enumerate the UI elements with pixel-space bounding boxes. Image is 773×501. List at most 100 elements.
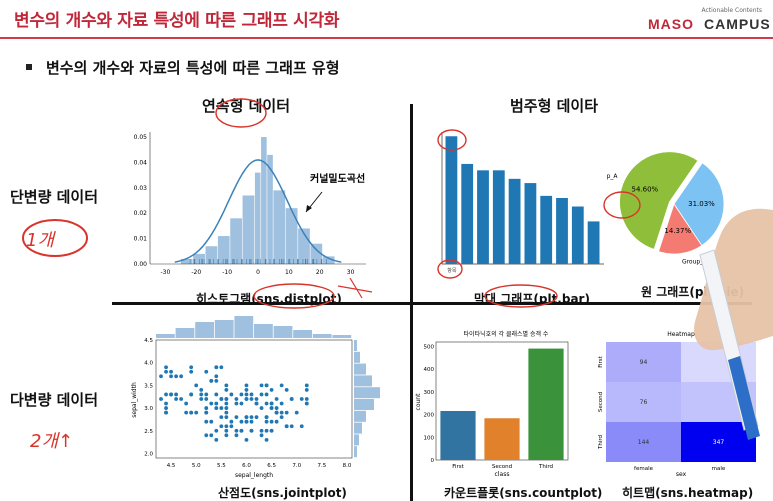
scatter-point — [189, 392, 194, 397]
hist-x-tick-label: -30 — [161, 269, 171, 276]
caption-countplot: 카운트플롯(sns.countplot) — [444, 486, 603, 500]
marginal-right-bar — [354, 375, 372, 387]
scatter-point — [174, 374, 179, 379]
scatter-point — [204, 433, 209, 438]
countplot-y-tick-label: 500 — [424, 345, 435, 351]
histogram-bar — [217, 236, 230, 264]
heatmap-cell-value: 94 — [640, 359, 648, 366]
scatter-point — [219, 397, 224, 401]
bar-rect — [587, 221, 600, 264]
countplot-bar — [440, 410, 476, 460]
hist-y-tick-label: 0.04 — [134, 159, 148, 166]
heatmap-cell — [606, 422, 681, 462]
scatter-point — [264, 437, 269, 442]
countplot-chart: 타이타닉호의 각 클래스별 승객 수 0 100 200 300 400 500 Firs… — [415, 330, 569, 478]
countplot-category-label: Third — [538, 464, 553, 470]
scatter-point — [164, 401, 168, 406]
scatter-point — [214, 428, 219, 433]
scatter-x-axis-label: sepal_length — [235, 472, 273, 479]
hist-x-tick-label: 30 — [347, 269, 355, 276]
scatter-point — [184, 410, 189, 415]
scatter-point — [194, 410, 199, 415]
scatter-y-tick-label: 2.0 — [144, 451, 153, 457]
scatter-point — [279, 401, 284, 406]
scatter-point — [194, 383, 199, 388]
scatter-point — [224, 397, 229, 401]
scatter-point — [244, 388, 249, 392]
bar-rect — [540, 195, 553, 264]
scatter-point — [214, 392, 219, 397]
countplot-y-tick-label: 300 — [424, 390, 435, 396]
scatter-point — [214, 401, 219, 406]
scatter-point — [204, 410, 209, 415]
countplot-y-axis-label: count — [415, 393, 422, 411]
scatter-point — [264, 419, 269, 424]
heatmap-column-label: female — [634, 466, 654, 472]
countplot-bar — [528, 348, 564, 460]
scatter-y-tick-label: 3.0 — [144, 406, 153, 412]
histogram-bar — [310, 243, 323, 264]
marginal-top-bar — [273, 326, 293, 338]
scatter-point — [199, 388, 204, 392]
heatmap-title: Heatmap — [667, 331, 695, 338]
bar-rect — [524, 183, 537, 264]
scatter-point — [249, 397, 254, 401]
heatmap-cell-value: 144 — [638, 439, 650, 446]
hist-y-tick-label: 0.01 — [134, 236, 148, 243]
scatter-point — [239, 401, 244, 406]
scatter-point — [254, 401, 259, 406]
scatter-point — [234, 415, 239, 420]
scatter-point — [254, 397, 259, 401]
marginal-right-bar — [354, 399, 374, 410]
marginal-right-bar — [354, 410, 366, 422]
scatter-point — [274, 406, 279, 410]
scatter-point — [214, 378, 219, 383]
marginal-top-bar — [175, 328, 195, 338]
scatter-point — [279, 410, 284, 415]
marginal-right-bar — [354, 387, 380, 399]
scatter-point — [164, 369, 168, 374]
scatter-point — [179, 397, 184, 401]
scatter-x-tick-label: 4.5 — [167, 463, 176, 469]
marginal-top-bar — [214, 320, 234, 338]
marginal-top-bar — [156, 334, 175, 338]
scatter-point — [179, 374, 184, 379]
bar-rect — [445, 136, 458, 264]
scatter-x-tick-label: 6.5 — [267, 463, 276, 469]
pie-value-label: 54.60% — [632, 186, 659, 194]
logo-brand-maso: MASO — [648, 16, 694, 32]
marginal-right-bar — [354, 446, 357, 458]
histogram-bar — [298, 228, 310, 264]
scatter-x-tick-label: 7.5 — [317, 463, 326, 469]
pie-slice — [619, 151, 699, 250]
caption-heatmap: 히트맵(sns.heatmap) — [622, 486, 754, 500]
scatter-point — [274, 410, 279, 415]
histogram-bar — [261, 137, 267, 264]
scatter-point — [219, 406, 224, 410]
bar-rect — [508, 178, 521, 264]
histogram-bar — [267, 154, 273, 264]
hist-x-tick-label: -20 — [191, 269, 201, 276]
scatter-point — [264, 383, 269, 388]
scatter-point — [259, 392, 264, 397]
histogram-bar — [254, 172, 261, 264]
histogram-bar — [230, 218, 242, 264]
scatter-point — [254, 415, 259, 420]
scatter-point — [269, 406, 274, 410]
marginal-top-bar — [312, 334, 332, 338]
countplot-x-axis-label: class — [495, 471, 510, 478]
scatter-point — [219, 415, 224, 420]
scatter-point — [279, 415, 284, 420]
scatter-jointplot: 4.5 5.0 5.5 6.0 6.5 7.0 7.5 8.0 2.0 2.5 3.0 3.5 4.0… — [131, 316, 380, 479]
scatter-point — [204, 406, 209, 410]
heatmap-cell — [681, 382, 756, 422]
marginal-right-bar — [354, 363, 366, 375]
scatter-point — [224, 428, 229, 433]
scatter-point — [189, 410, 194, 415]
scatter-point — [169, 392, 173, 397]
scatter-point — [284, 410, 289, 415]
kde-annotation-label: 커널밀도곡선 — [310, 172, 365, 185]
heatmap-row-label: Third — [598, 435, 604, 450]
heatmap-row-label: Second — [598, 392, 604, 412]
scatter-point — [274, 419, 279, 424]
